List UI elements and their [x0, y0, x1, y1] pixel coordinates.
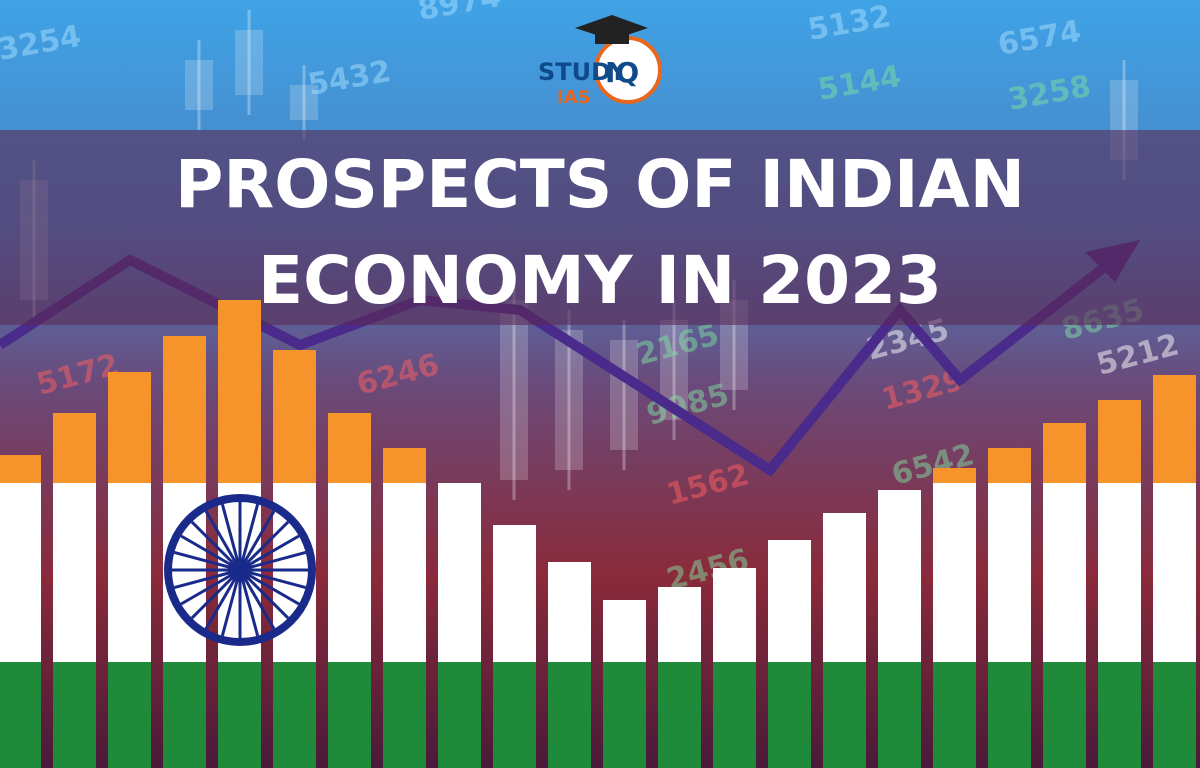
bar-white — [328, 483, 371, 662]
bar-green — [603, 662, 646, 768]
bar-white — [108, 483, 151, 662]
bar-white — [0, 483, 41, 662]
logo-text: IAS — [557, 87, 591, 108]
bar-green — [658, 662, 701, 768]
chakra-spoke — [239, 568, 300, 606]
chakra-spoke — [238, 520, 290, 572]
candle — [555, 330, 583, 470]
bar-white — [823, 513, 866, 662]
candle — [500, 300, 528, 480]
bar-saffron — [1043, 423, 1086, 483]
bar-green — [933, 662, 976, 768]
bar-green — [493, 662, 536, 768]
bar-saffron — [163, 336, 206, 483]
bar-green — [823, 662, 866, 768]
bar-white — [933, 483, 976, 662]
candle — [610, 340, 638, 450]
bar-green — [713, 662, 756, 768]
ashoka-chakra — [164, 494, 316, 646]
bar-saffron — [53, 413, 96, 483]
flag-bars — [0, 300, 1196, 768]
bar-green — [1098, 662, 1141, 768]
chakra-spoke — [220, 503, 242, 571]
bar-green — [108, 662, 151, 768]
bar-saffron — [273, 350, 316, 483]
bar-white — [1153, 483, 1196, 662]
bar-white — [713, 568, 756, 662]
bar-green — [273, 662, 316, 768]
bar-saffron — [0, 455, 41, 483]
logo: STUDY IQ IAS — [538, 15, 662, 108]
bar-saffron — [328, 413, 371, 483]
bar-green — [218, 662, 261, 768]
logo-cap — [575, 15, 648, 40]
bar-saffron — [933, 468, 976, 483]
bar-green — [328, 662, 371, 768]
bar-green — [163, 662, 206, 768]
bar-white — [493, 525, 536, 662]
bar-saffron — [1153, 375, 1196, 483]
chakra-spoke — [204, 510, 242, 571]
chakra-spoke — [220, 569, 242, 637]
chakra-spoke — [173, 550, 241, 572]
chakra-spoke — [238, 568, 290, 620]
chakra-spoke — [238, 569, 276, 630]
bar-white — [1043, 483, 1086, 662]
chakra-spoke — [238, 510, 276, 571]
bar-saffron — [108, 372, 151, 483]
bar-white — [658, 587, 701, 662]
bar-white — [438, 483, 481, 662]
bar-white — [383, 483, 426, 662]
bar-green — [768, 662, 811, 768]
logo-cap — [595, 30, 629, 44]
bar-white — [603, 600, 646, 662]
title-line: ECONOMY IN 2023 — [258, 242, 942, 319]
chakra-spoke — [239, 534, 300, 572]
candle — [185, 60, 213, 110]
candle — [235, 30, 263, 95]
chakra-spoke — [204, 569, 242, 630]
chakra-spoke — [173, 568, 241, 590]
bar-green — [53, 662, 96, 768]
candle — [290, 85, 318, 120]
bar-saffron — [1098, 400, 1141, 483]
chakra-spoke — [239, 568, 307, 590]
logo-text: STUDY — [538, 58, 627, 86]
chakra-spoke — [190, 568, 242, 620]
bar-saffron — [218, 300, 261, 483]
bar-saffron — [383, 448, 426, 483]
chakra-spoke — [239, 550, 307, 572]
bar-green — [988, 662, 1031, 768]
logo-text: IQ — [605, 56, 639, 89]
bar-green — [0, 662, 41, 768]
bar-green — [878, 662, 921, 768]
bar-white — [53, 483, 96, 662]
chakra-spoke — [238, 503, 260, 571]
bar-white — [988, 483, 1031, 662]
bar-green — [1153, 662, 1196, 768]
chakra-spoke — [180, 568, 241, 606]
title-line: PROSPECTS OF INDIAN — [175, 146, 1025, 223]
bar-green — [438, 662, 481, 768]
chakra-spoke — [180, 534, 241, 572]
bar-white — [768, 540, 811, 662]
bar-white — [878, 490, 921, 662]
bar-white — [548, 562, 591, 662]
bar-green — [548, 662, 591, 768]
bar-green — [1043, 662, 1086, 768]
bar-green — [383, 662, 426, 768]
bar-saffron — [988, 448, 1031, 483]
chakra-spoke — [190, 520, 242, 572]
bar-white — [1098, 483, 1141, 662]
title-band — [0, 130, 1200, 325]
chakra-spoke — [238, 569, 260, 637]
